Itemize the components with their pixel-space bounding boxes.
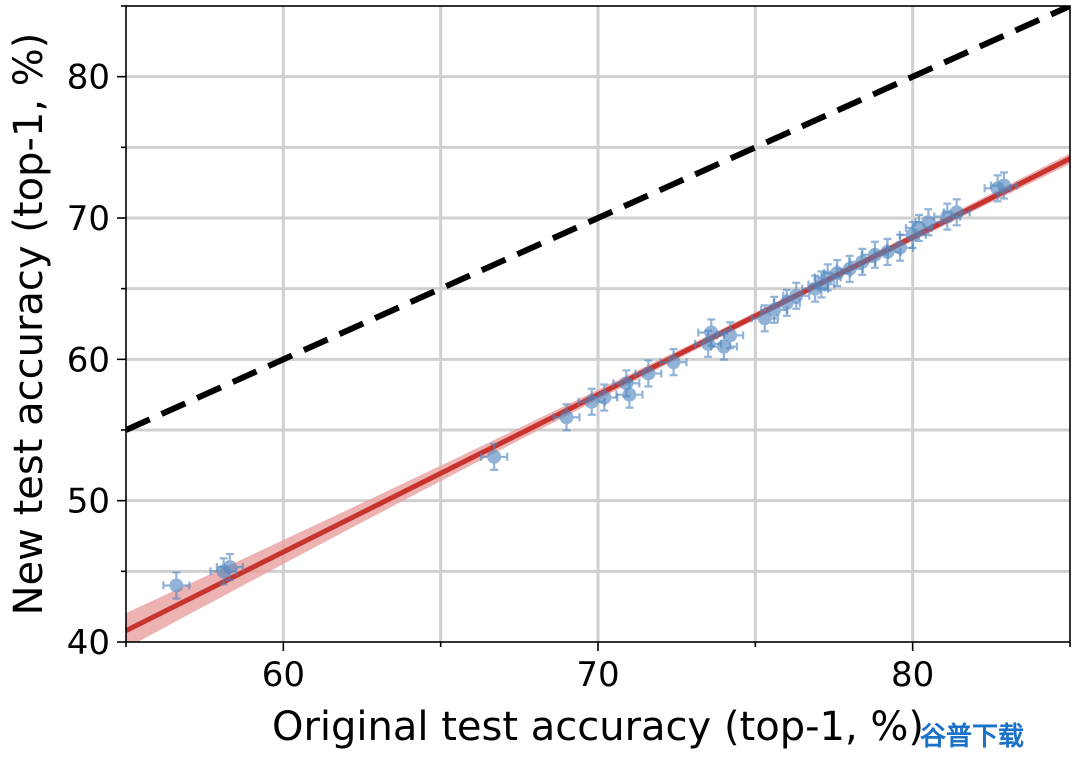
data-point xyxy=(942,198,971,227)
y-tick-label: 80 xyxy=(67,58,110,98)
data-point xyxy=(162,571,191,600)
data-points-layer xyxy=(162,171,1019,600)
data-point xyxy=(716,321,745,350)
data-point xyxy=(989,171,1019,200)
grid-layer xyxy=(126,6,1070,642)
y-axis-title: New test accuracy (top-1, %) xyxy=(6,33,52,616)
x-tick-label: 70 xyxy=(576,655,619,695)
y-tick-label: 60 xyxy=(67,340,110,380)
data-point xyxy=(480,442,509,471)
watermark-text: 谷普下载 xyxy=(920,721,1024,752)
tick-layer: 60 70 80 40 50 60 70 80 xyxy=(67,5,1071,695)
reference-line-layer xyxy=(126,6,1070,433)
reference-line xyxy=(126,6,1070,433)
y-tick-label: 50 xyxy=(67,482,110,522)
data-point xyxy=(782,281,811,310)
data-point xyxy=(914,208,943,237)
data-point xyxy=(634,359,663,388)
data-point xyxy=(615,380,644,409)
data-point xyxy=(885,233,915,262)
x-tick-label: 60 xyxy=(262,655,305,695)
data-point xyxy=(848,247,877,276)
data-point xyxy=(552,403,581,432)
x-axis-title: Original test accuracy (top-1, %) xyxy=(272,704,924,750)
y-tick-label: 70 xyxy=(67,199,110,239)
data-point xyxy=(659,348,688,377)
data-point xyxy=(590,383,619,412)
data-point xyxy=(709,332,738,361)
x-tick-label: 80 xyxy=(891,655,934,695)
data-point xyxy=(215,552,244,582)
y-tick-label: 40 xyxy=(67,623,110,663)
